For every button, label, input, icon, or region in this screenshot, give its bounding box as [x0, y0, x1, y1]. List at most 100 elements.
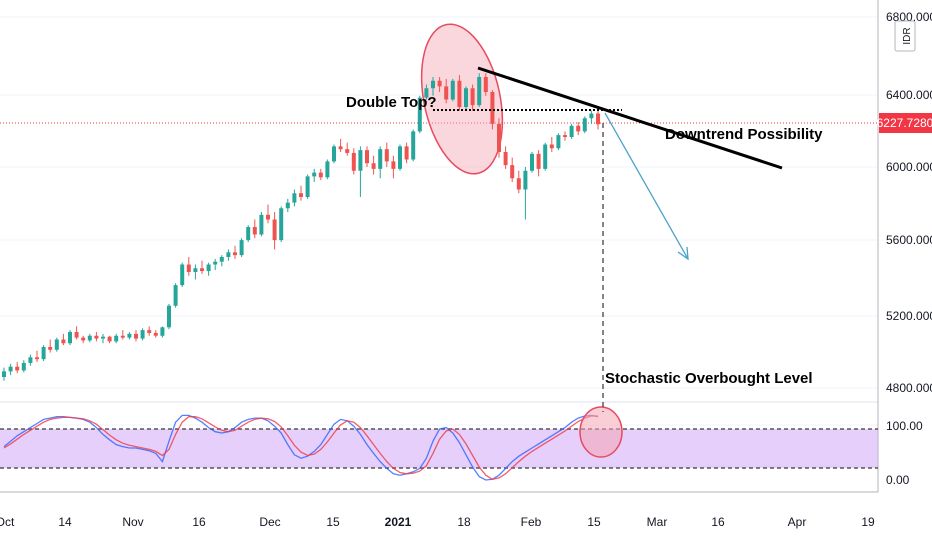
candle-body	[107, 336, 112, 342]
candle-body	[292, 193, 297, 203]
candle-body	[424, 88, 429, 98]
time-tick-label: 15	[587, 515, 601, 529]
price-tick-label: 5200.0000	[886, 309, 932, 323]
time-tick-label: Mar	[647, 515, 668, 529]
time-tick-label: 15	[326, 515, 340, 529]
candle-body	[325, 161, 330, 178]
candle-body	[186, 264, 191, 272]
stochastic-tick-label: 100.00	[886, 419, 923, 433]
candle-body	[28, 357, 33, 363]
time-tick-label: Nov	[122, 515, 143, 529]
candle-body	[41, 347, 46, 360]
time-tick-label: 14	[58, 515, 72, 529]
candle-body	[549, 144, 554, 149]
candle-body	[114, 335, 119, 342]
candle-body	[200, 268, 204, 272]
grid-lines	[0, 16, 878, 467]
price-axis: 6800.0000 6400.0000 6000.0000 5600.0000 …	[886, 10, 932, 395]
candle-body	[530, 153, 534, 171]
stochastic-axis: 100.00 0.00	[886, 419, 923, 487]
candle-body	[272, 219, 277, 241]
candle-body	[464, 88, 468, 107]
candle-body	[193, 268, 198, 272]
candle-body	[490, 92, 495, 124]
candle-body	[576, 125, 581, 132]
currency-badge[interactable]: IDR	[894, 20, 916, 52]
candle-body	[266, 214, 270, 220]
candle-body	[417, 97, 422, 132]
time-tick-label: 2021	[385, 515, 412, 529]
candle-body	[81, 337, 86, 341]
candle-body	[48, 347, 53, 350]
time-tick-label: Dec	[259, 515, 280, 529]
downtrend-line	[477, 66, 783, 170]
stochastic-tick-label: 0.00	[886, 473, 910, 487]
price-tick-label: 4800.0000	[886, 381, 932, 395]
candle-body	[510, 165, 515, 179]
candle-body	[74, 332, 79, 338]
candle-body	[68, 332, 72, 344]
stochastic-k-line	[3, 414, 599, 481]
candle-body	[404, 146, 409, 160]
candle-body	[167, 305, 171, 328]
downtrend-label: Downtrend Possibility	[665, 126, 823, 143]
candle-body	[35, 357, 39, 360]
candle-body	[305, 176, 310, 197]
price-tick-label: 6400.0000	[886, 88, 932, 102]
double-top-highlight	[420, 23, 504, 175]
candle-body	[153, 332, 158, 336]
candle-body	[259, 214, 264, 235]
candle-body	[239, 240, 244, 256]
time-tick-label: Feb	[521, 515, 542, 529]
candle-body	[15, 366, 20, 371]
candle-body	[180, 264, 185, 286]
candle-body	[2, 371, 6, 377]
candle-body	[160, 327, 165, 336]
time-tick-label: Apr	[788, 515, 807, 529]
candle-body	[536, 153, 541, 169]
candle-body	[338, 146, 343, 150]
stochastic-overbought-highlight	[579, 406, 623, 458]
candle-body	[87, 335, 92, 341]
candle-body	[470, 88, 475, 106]
candle-body	[226, 252, 231, 257]
candle-body	[173, 285, 178, 306]
time-tick-label: 18	[457, 515, 471, 529]
candle-body	[54, 339, 59, 350]
candle-body	[596, 113, 600, 125]
candle-body	[101, 336, 105, 339]
candle-body	[556, 135, 561, 149]
double-top-label: Double Top?	[346, 94, 437, 111]
candle-body	[411, 131, 416, 160]
stochastic-lines	[3, 414, 599, 481]
candle-body	[497, 123, 501, 152]
candle-body	[450, 80, 455, 100]
candle-body	[351, 152, 356, 171]
candle-body	[437, 80, 442, 87]
candle-body	[8, 366, 13, 372]
price-tick-label: 6000.0000	[886, 160, 932, 174]
candle-body	[345, 149, 350, 153]
candle-body	[483, 77, 488, 92]
time-tick-label: 16	[711, 515, 725, 529]
candle-body	[398, 146, 402, 169]
candle-body	[503, 152, 508, 166]
candle-body	[391, 161, 396, 169]
candle-body	[378, 149, 383, 169]
candle-body	[358, 150, 363, 171]
candle-body	[279, 208, 284, 241]
candle-body	[61, 339, 66, 344]
time-tick-label: 16	[192, 515, 206, 529]
candle-body	[582, 118, 587, 132]
candle-body	[213, 261, 218, 265]
time-tick-label: 19	[861, 515, 875, 529]
candle-body	[206, 264, 211, 272]
candle-body	[431, 80, 435, 89]
candlestick-series	[2, 73, 600, 381]
candle-body	[134, 333, 138, 339]
candle-body	[140, 330, 145, 339]
candle-body	[384, 149, 389, 162]
candle-body	[371, 163, 376, 169]
